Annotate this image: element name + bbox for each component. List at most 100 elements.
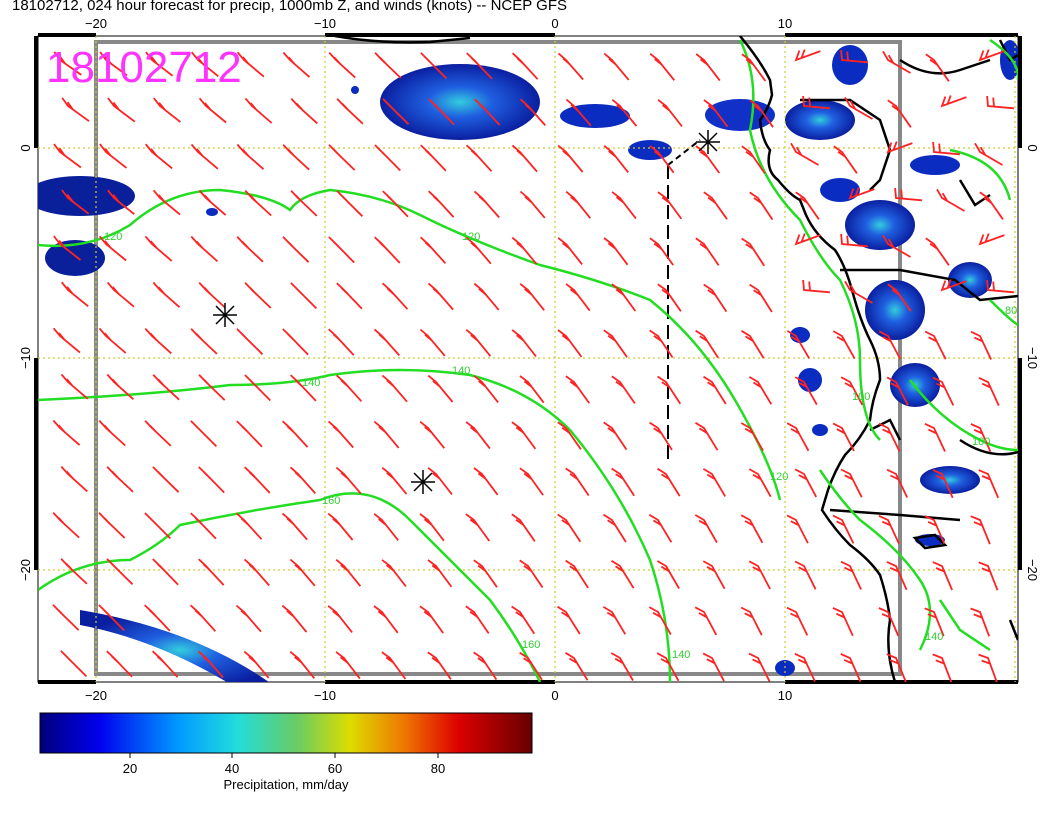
wind-barb	[152, 558, 179, 586]
wind-barb	[106, 650, 133, 678]
wind-barb	[281, 512, 308, 541]
wind-barb	[886, 141, 913, 154]
wind-barb	[986, 95, 1014, 110]
wind-barb	[694, 514, 718, 544]
wind-barb	[281, 420, 309, 448]
wind-barb	[894, 187, 922, 202]
wind-barb	[465, 328, 492, 357]
wind-barb	[795, 191, 820, 220]
wind-barb	[840, 653, 862, 682]
wind-barbs	[52, 49, 1014, 682]
wind-barb	[519, 651, 543, 681]
wind-barb	[327, 605, 353, 633]
wind-barb	[703, 375, 727, 405]
wind-barb	[932, 653, 953, 682]
wind-barb	[740, 514, 764, 544]
wind-barb	[190, 512, 217, 540]
wind-barb	[473, 282, 500, 311]
svg-text:10: 10	[778, 16, 792, 31]
wind-barb	[327, 420, 354, 449]
wind-barb	[52, 604, 80, 631]
wind-barb	[557, 421, 582, 450]
wind-barb	[786, 330, 810, 359]
wind-barb	[611, 191, 637, 220]
svg-text:140: 140	[302, 377, 320, 389]
svg-text:−20: −20	[1025, 559, 1040, 581]
wind-barb	[603, 237, 629, 266]
wind-barb	[611, 375, 636, 404]
wind-barb	[649, 145, 675, 174]
wind-barb	[61, 189, 90, 215]
wind-barb	[695, 422, 719, 451]
wind-barb	[940, 95, 967, 108]
wind-barb	[328, 144, 356, 171]
wind-barb	[427, 190, 455, 218]
wind-barb	[749, 99, 774, 128]
wind-barb	[190, 143, 219, 170]
wind-barb	[557, 237, 583, 265]
wind-barb	[749, 191, 774, 221]
wind-barb	[611, 283, 637, 312]
wind-barb	[519, 98, 546, 126]
wind-barb	[465, 236, 492, 265]
wind-barb	[381, 651, 407, 680]
wind-barb	[886, 561, 908, 591]
wind-barb	[327, 512, 354, 541]
svg-text:160: 160	[322, 495, 340, 507]
wind-barb	[840, 49, 868, 64]
wind-barb	[970, 607, 991, 637]
wind-barb	[511, 513, 536, 542]
wind-barb	[473, 559, 498, 588]
wind-barb	[611, 467, 635, 497]
wind-barb	[802, 95, 830, 110]
wind-barb	[290, 282, 318, 310]
wind-barb	[844, 280, 873, 304]
wind-barb	[832, 514, 855, 544]
height-contours	[38, 38, 1018, 682]
wind-barb	[565, 283, 591, 312]
wind-barb	[794, 560, 817, 590]
wind-barb	[373, 513, 399, 541]
map-border	[34, 33, 1022, 684]
wind-barb	[328, 51, 356, 79]
wind-barb	[282, 328, 309, 356]
wind-barb	[281, 604, 308, 633]
wind-barb	[511, 236, 538, 265]
wind-barb	[98, 327, 127, 354]
wind-barb	[144, 420, 172, 447]
wind-barb	[335, 651, 361, 680]
wind-barb	[703, 99, 729, 128]
wind-barb	[151, 650, 179, 678]
wind-barb	[198, 558, 225, 586]
y-axis-right: 0 −10 −20	[1025, 144, 1040, 581]
wind-barb	[60, 373, 89, 400]
wind-barb	[611, 560, 635, 589]
wind-barb	[786, 514, 809, 544]
wind-barb	[848, 187, 875, 200]
svg-text:140: 140	[672, 649, 690, 661]
wind-barb	[740, 422, 764, 451]
wind-barb	[465, 144, 493, 172]
wind-barb	[741, 237, 765, 267]
wind-barb	[603, 145, 629, 173]
wind-barb	[790, 142, 819, 166]
date-stamp: 18102712	[46, 43, 242, 92]
wind-barb	[419, 513, 445, 542]
wind-barb	[603, 52, 630, 81]
wind-barb	[741, 53, 767, 82]
svg-text:10: 10	[778, 688, 792, 703]
wind-barb	[373, 328, 400, 356]
wind-barb	[244, 466, 271, 494]
x-axis-bottom: −20 −10 0 10	[85, 688, 792, 703]
wind-barb	[748, 376, 773, 405]
wind-barb	[236, 328, 264, 355]
colorbar-tick: 40	[225, 761, 239, 776]
wind-barb	[243, 650, 270, 679]
svg-text:160: 160	[522, 639, 540, 651]
wind-barb	[144, 512, 171, 540]
wind-barb	[145, 51, 174, 77]
wind-barb	[924, 330, 947, 360]
wind-barb	[703, 283, 728, 313]
wind-barb	[52, 511, 80, 539]
